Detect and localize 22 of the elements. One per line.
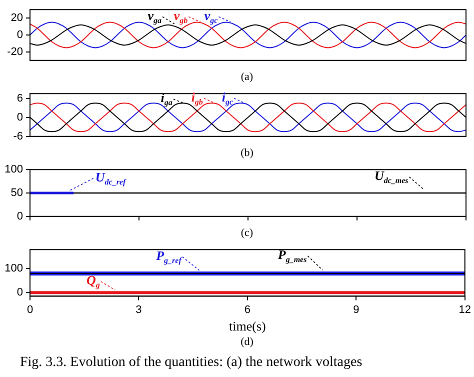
x-tick-label: 12 [458,304,472,316]
y-tick-label: 0 [16,111,23,124]
y-tick-label: 100 [4,262,23,275]
caption: Fig. 3.3. Evolution of the quantities: (a) the network voltages [19,354,364,372]
y-tick-label: 0 [16,29,23,42]
text: (d) [240,335,254,349]
x-tick-label: 6 [244,304,251,316]
y-tick-label: 0 [16,286,23,299]
x-axis-title: time(s) [229,318,266,334]
x-tick-label: 0 [26,304,34,316]
text: (a) [240,70,254,84]
text: (b) [240,146,254,160]
y-tick-label: 50 [10,187,23,200]
y-tick-label: 0 [16,210,23,222]
y-tick-label: -6 [13,130,23,142]
text: (c) [240,226,254,240]
y-tick-label: 100 [4,164,23,176]
y-tick-label: 20 [10,12,23,24]
y-tick-label: 6 [16,92,23,104]
x-tick-label: 9 [353,304,360,316]
y-tick-label: -20 [7,46,23,58]
x-tick-label: 3 [136,304,142,316]
